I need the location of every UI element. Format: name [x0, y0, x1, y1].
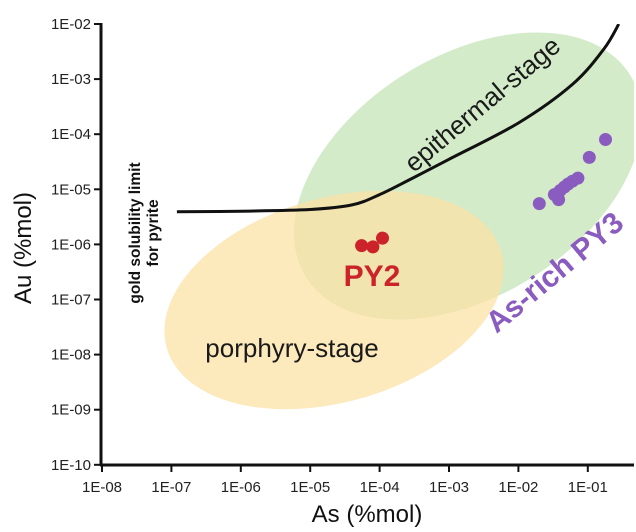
porphyry-stage-label: porphyry-stage: [205, 333, 378, 363]
solubility-label-line-1: gold solubility limit: [127, 162, 144, 303]
x-tick-label: 1E-02: [498, 479, 538, 496]
y-tick-label: 1E-03: [51, 71, 91, 88]
py2-point-0: [355, 239, 369, 253]
y-axis-label: Au (%mol): [10, 192, 37, 304]
y-tick-label: 1E-07: [51, 292, 91, 309]
py3-point-0: [532, 197, 546, 211]
py2-label: PY2: [344, 260, 401, 293]
y-tick-label: 1E-09: [51, 402, 91, 419]
tick-marks: [94, 23, 589, 472]
py2-point-2: [376, 231, 389, 245]
x-axis-label: As (%mol): [312, 501, 423, 528]
x-tick-label: 1E-03: [429, 479, 469, 496]
py3-point-8: [582, 150, 596, 164]
x-tick-labels: 1E-08 1E-07 1E-06 1E-05 1E-04 1E-03 1E-02 1E-01: [82, 479, 608, 496]
x-tick-label: 1E-08: [82, 479, 122, 496]
py3-point-7: [571, 171, 585, 185]
y-tick-label: 1E-10: [51, 457, 91, 474]
y-tick-label: 1E-06: [51, 236, 91, 253]
py3-point-9: [599, 133, 612, 146]
gold-solubility-curve: [176, 24, 621, 214]
x-tick-label: 1E-04: [360, 479, 400, 496]
y-tick-labels: 1E-02 1E-03 1E-04 1E-05 1E-06 1E-07 1E-08 1E-09…: [51, 16, 91, 474]
porphyry-stage-field: [164, 190, 504, 410]
x-tick-label: 1E-05: [290, 479, 330, 496]
x-tick-label: 1E-01: [568, 479, 608, 496]
y-tick-label: 1E-02: [51, 16, 91, 33]
y-tick-label: 1E-08: [51, 347, 91, 364]
y-tick-label: 1E-05: [51, 181, 91, 198]
py2-point-1: [366, 240, 380, 254]
data-points: [355, 133, 612, 254]
x-tick-label: 1E-07: [151, 479, 191, 496]
y-tick-label: 1E-04: [51, 126, 91, 143]
solubility-label-line-2: for pyrite: [145, 199, 162, 267]
x-tick-label: 1E-06: [221, 479, 261, 496]
